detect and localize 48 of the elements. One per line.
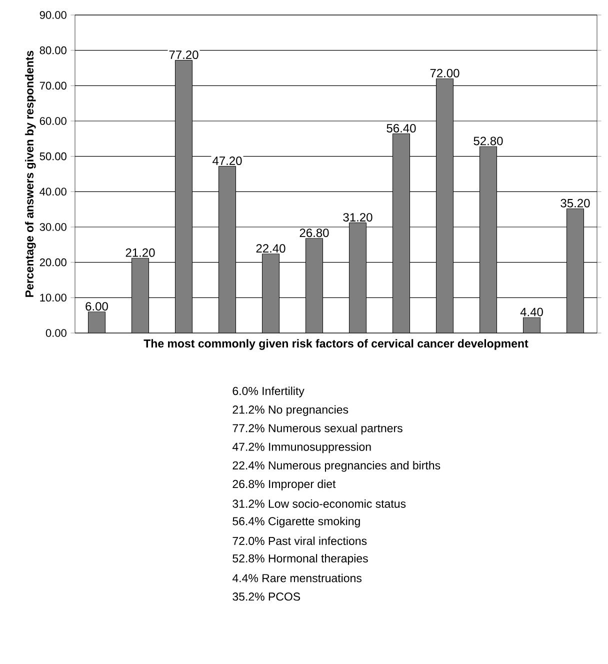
x-axis-title: The most commonly given risk factors of cervical cancer development xyxy=(144,339,528,350)
bar xyxy=(436,78,454,333)
data-label: 56.40 xyxy=(386,124,416,133)
y-tick-label: 30.00 xyxy=(40,223,66,231)
data-label: 35.20 xyxy=(560,198,590,208)
text: 26.8% Improper diet xyxy=(232,480,336,490)
y-tick-label: 90.00 xyxy=(40,11,66,19)
text: 77.2% Numerous sexual partners xyxy=(232,424,402,435)
bar xyxy=(523,317,540,333)
bar xyxy=(392,133,410,333)
data-label: 52.80 xyxy=(474,136,503,146)
y-axis-title: Percentage of answers given by respondents xyxy=(25,50,36,297)
text: 22.4% Numerous pregnancies and births xyxy=(232,461,440,472)
bar xyxy=(262,254,280,333)
text: 6.0% Infertility xyxy=(232,386,304,398)
y-tick-label: 50.00 xyxy=(40,152,66,160)
text: 4.4% Rare menstruations xyxy=(232,574,362,582)
bar xyxy=(132,258,149,333)
data-label: 72.00 xyxy=(430,68,460,78)
text: 56.4% Cigarette smoking xyxy=(232,516,360,528)
y-tick-label: 20.00 xyxy=(40,258,66,266)
y-tick-label: 70.00 xyxy=(40,82,66,90)
bar xyxy=(306,238,323,333)
data-label: 77.20 xyxy=(169,50,198,60)
bar xyxy=(349,222,366,333)
data-label: 31.20 xyxy=(343,213,372,222)
data-label: 47.20 xyxy=(212,156,242,166)
bar xyxy=(88,312,106,333)
data-label: 21.20 xyxy=(126,248,155,257)
text: 31.2% Low socio-economic status xyxy=(232,499,406,508)
data-label: 6.00 xyxy=(86,302,108,311)
data-label: 26.80 xyxy=(300,228,329,238)
text: 72.0% Past viral infections xyxy=(232,536,367,546)
text: 21.2% No pregnancies xyxy=(232,405,348,416)
y-tick-label: 40.00 xyxy=(40,188,66,196)
bar xyxy=(566,208,584,333)
data-label: 4.40 xyxy=(520,308,543,316)
y-tick-label: 80.00 xyxy=(40,46,66,54)
bar xyxy=(218,166,236,333)
y-tick-label: 60.00 xyxy=(40,117,66,125)
text: 35.2% PCOS xyxy=(232,592,300,601)
bar xyxy=(175,60,192,333)
text: 52.8% Hormonal therapies xyxy=(232,554,368,565)
text: 47.2% Immunosuppression xyxy=(232,442,371,454)
y-tick-label: 0.00 xyxy=(46,329,66,337)
bar xyxy=(480,146,497,333)
data-label: 22.40 xyxy=(256,244,286,253)
y-tick-label: 10.00 xyxy=(40,294,66,302)
